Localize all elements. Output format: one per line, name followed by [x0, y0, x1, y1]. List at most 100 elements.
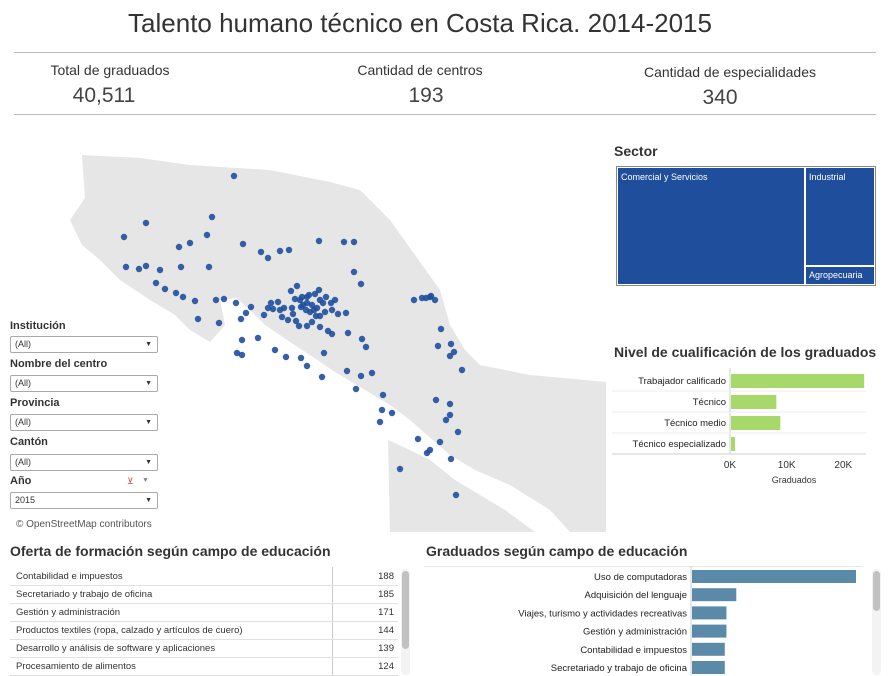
map-point[interactable]: [414, 435, 422, 443]
map-point[interactable]: [172, 289, 180, 297]
map-point[interactable]: [334, 310, 342, 318]
map-point[interactable]: [303, 362, 311, 370]
map-point[interactable]: [343, 367, 351, 375]
map-point[interactable]: [447, 340, 455, 348]
map-point[interactable]: [454, 428, 462, 436]
bar[interactable]: [692, 642, 725, 656]
map-point[interactable]: [388, 409, 396, 417]
map-point[interactable]: [230, 172, 238, 180]
map-point[interactable]: [293, 282, 301, 290]
map-point[interactable]: [350, 268, 358, 276]
map-point[interactable]: [410, 296, 418, 304]
map-point[interactable]: [271, 346, 279, 354]
table-row[interactable]: Gestión y administración 171: [10, 603, 398, 622]
map-point[interactable]: [287, 287, 295, 295]
map-point[interactable]: [186, 239, 194, 247]
map-point[interactable]: [177, 263, 185, 271]
map-point[interactable]: [269, 305, 277, 313]
bar[interactable]: [731, 437, 735, 451]
map-point[interactable]: [295, 322, 303, 330]
map-point[interactable]: [135, 265, 143, 273]
bar[interactable]: [692, 570, 856, 583]
map-point[interactable]: [437, 325, 445, 333]
map-point[interactable]: [260, 311, 268, 319]
map-point[interactable]: [340, 238, 348, 246]
map-point[interactable]: [396, 465, 404, 473]
map-point[interactable]: [308, 318, 316, 326]
map-point[interactable]: [156, 266, 164, 274]
map-point[interactable]: [215, 319, 223, 327]
filter-menu-icon[interactable]: ▼: [142, 477, 149, 484]
map-point[interactable]: [239, 240, 247, 248]
map-point[interactable]: [220, 295, 228, 303]
map-point[interactable]: [247, 303, 255, 311]
map-point[interactable]: [357, 280, 365, 288]
map-point[interactable]: [296, 296, 304, 304]
map-point[interactable]: [315, 286, 323, 294]
clear-filter-icon[interactable]: ⊻: [127, 476, 134, 486]
map-point[interactable]: [316, 296, 324, 304]
map-point[interactable]: [432, 396, 440, 404]
map-point[interactable]: [285, 246, 293, 254]
map-point[interactable]: [322, 293, 330, 301]
map-point[interactable]: [120, 233, 128, 241]
map-point[interactable]: [358, 335, 366, 343]
map-point[interactable]: [308, 301, 316, 309]
map-point[interactable]: [194, 315, 202, 323]
map-point[interactable]: [276, 247, 284, 255]
map-point[interactable]: [423, 449, 431, 457]
map-point[interactable]: [142, 219, 150, 227]
map-point[interactable]: [434, 342, 442, 350]
map-point[interactable]: [342, 309, 350, 317]
map-point[interactable]: [446, 400, 454, 408]
map-point[interactable]: [320, 349, 328, 357]
offer-scrollbar[interactable]: [401, 569, 410, 675]
bar[interactable]: [692, 661, 725, 674]
bar[interactable]: [731, 416, 781, 430]
map-point[interactable]: [291, 295, 299, 303]
filter-canton-select[interactable]: (All) ▼: [10, 454, 158, 471]
map-point[interactable]: [179, 293, 187, 301]
map-point[interactable]: [452, 491, 460, 499]
map-point[interactable]: [267, 299, 275, 307]
map-point[interactable]: [122, 263, 130, 271]
table-row[interactable]: Desarrollo y análisis de software y apli…: [10, 639, 398, 658]
map-point[interactable]: [344, 329, 352, 337]
map-point[interactable]: [276, 306, 284, 314]
map-point[interactable]: [238, 351, 246, 359]
table-row[interactable]: Contabilidad e impuestos 188: [10, 567, 398, 586]
map-point[interactable]: [315, 237, 323, 245]
map-point[interactable]: [328, 306, 336, 314]
map-point[interactable]: [313, 304, 321, 312]
map-point[interactable]: [212, 296, 220, 304]
map-point[interactable]: [352, 385, 360, 393]
map-point[interactable]: [233, 349, 241, 357]
map-point[interactable]: [427, 292, 435, 300]
bar[interactable]: [731, 374, 865, 388]
map-point[interactable]: [175, 243, 183, 251]
map-point[interactable]: [450, 348, 458, 356]
table-row[interactable]: Productos textiles (ropa, calzado y artí…: [10, 621, 398, 640]
table-row[interactable]: Secretariado y trabajo de oficina 185: [10, 585, 398, 604]
map-point[interactable]: [237, 315, 245, 323]
map-point[interactable]: [289, 310, 297, 318]
map-point[interactable]: [254, 334, 262, 342]
map-point[interactable]: [299, 301, 307, 309]
map-point[interactable]: [328, 330, 336, 338]
map-point[interactable]: [318, 373, 326, 381]
map-point[interactable]: [274, 298, 282, 306]
map-point[interactable]: [278, 313, 286, 321]
map-point[interactable]: [191, 297, 199, 305]
map-point[interactable]: [232, 299, 240, 307]
map-point[interactable]: [284, 316, 292, 324]
bar[interactable]: [692, 624, 727, 638]
map-point[interactable]: [376, 418, 384, 426]
filter-provincia-select[interactable]: (All) ▼: [10, 414, 158, 431]
map-point[interactable]: [331, 296, 339, 304]
treemap-cell-agropecuaria[interactable]: Agropecuaria: [806, 267, 874, 284]
map-point[interactable]: [321, 308, 329, 316]
map-point[interactable]: [142, 262, 150, 270]
map-point[interactable]: [208, 213, 216, 221]
map-point[interactable]: [378, 406, 386, 414]
map-point[interactable]: [238, 336, 246, 344]
